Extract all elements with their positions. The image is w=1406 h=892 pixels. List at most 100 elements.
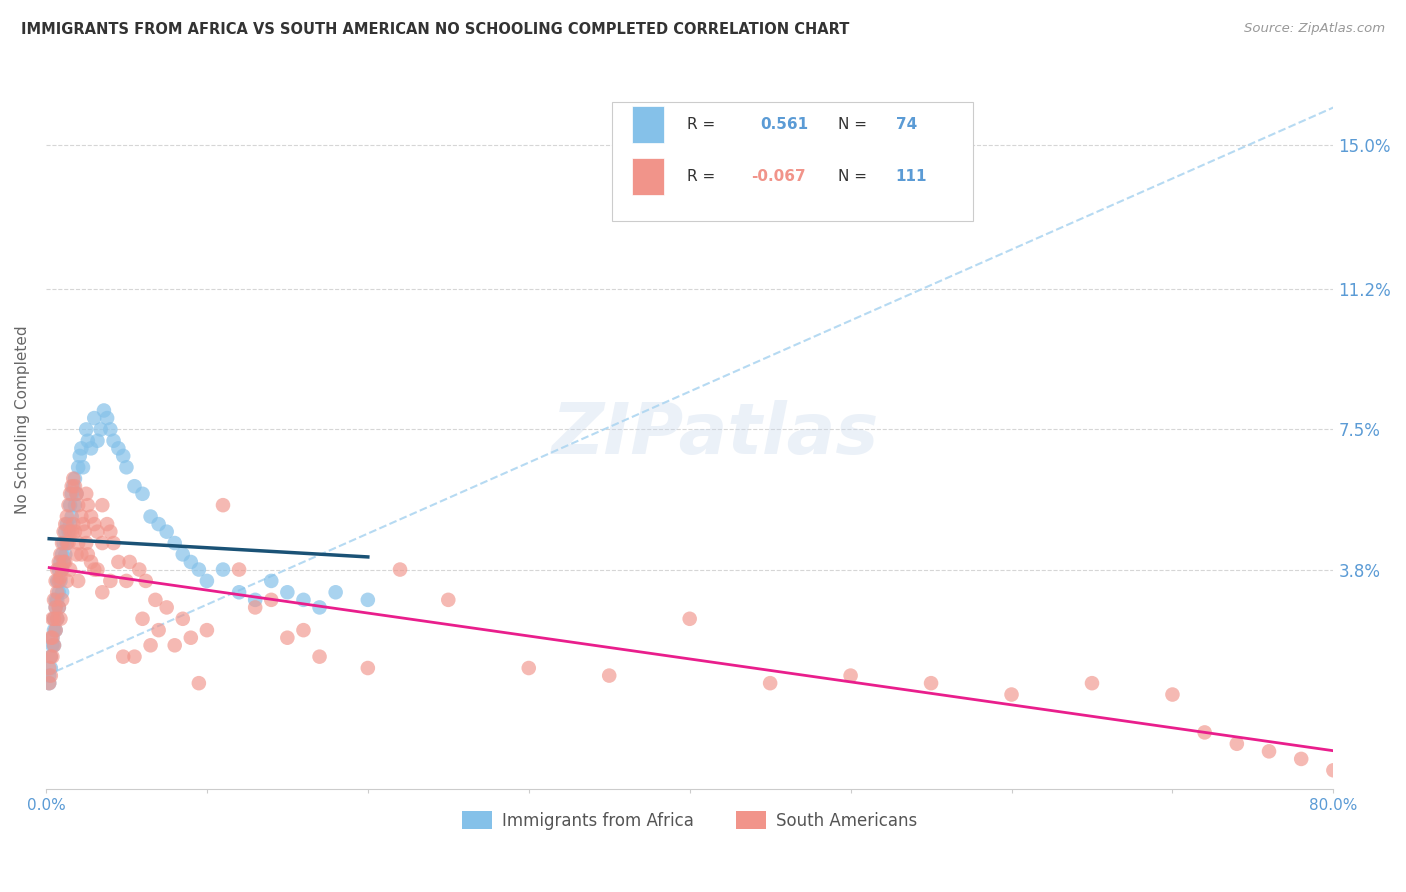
Point — [80, 555, 103, 569]
Point — [135, 574, 157, 588]
Point — [72, 517, 94, 532]
Point — [48, 600, 70, 615]
Point — [69, 449, 91, 463]
Point — [52, 524, 75, 539]
Point — [39, 661, 62, 675]
Point — [83, 411, 105, 425]
Point — [42, 612, 65, 626]
Point — [86, 524, 108, 539]
Point — [65, 548, 87, 562]
Point — [128, 563, 150, 577]
Point — [195, 623, 218, 637]
Point — [62, 472, 84, 486]
Point — [243, 600, 266, 615]
Point — [46, 563, 69, 577]
Point — [75, 487, 97, 501]
Point — [65, 487, 87, 501]
Point — [517, 661, 540, 675]
Point — [1258, 744, 1281, 758]
Point — [60, 479, 83, 493]
Point — [41, 631, 63, 645]
FancyBboxPatch shape — [613, 103, 973, 220]
Point — [156, 524, 179, 539]
Text: R =: R = — [688, 117, 716, 132]
Point — [357, 592, 380, 607]
Point — [80, 509, 103, 524]
Point — [42, 612, 65, 626]
Point — [115, 574, 138, 588]
Point — [49, 548, 72, 562]
Point — [598, 668, 620, 682]
Point — [187, 676, 209, 690]
Point — [1161, 688, 1184, 702]
Point — [51, 592, 73, 607]
Point — [62, 517, 84, 532]
Point — [325, 585, 347, 599]
Point — [60, 524, 83, 539]
Point — [63, 479, 86, 493]
Point — [49, 570, 72, 584]
Text: 111: 111 — [896, 169, 927, 184]
Point — [48, 574, 70, 588]
Point — [91, 585, 114, 599]
Text: IMMIGRANTS FROM AFRICA VS SOUTH AMERICAN NO SCHOOLING COMPLETED CORRELATION CHAR: IMMIGRANTS FROM AFRICA VS SOUTH AMERICAN… — [21, 22, 849, 37]
Point — [276, 631, 298, 645]
Text: ZIPatlas: ZIPatlas — [551, 401, 879, 469]
Point — [243, 592, 266, 607]
Point — [67, 536, 90, 550]
Point — [70, 442, 93, 456]
Point — [45, 600, 67, 615]
Point — [920, 676, 942, 690]
Point — [83, 517, 105, 532]
Point — [759, 676, 782, 690]
Point — [308, 649, 330, 664]
Point — [76, 434, 98, 448]
Point — [67, 460, 90, 475]
Point — [60, 509, 83, 524]
Point — [59, 498, 82, 512]
Point — [389, 563, 412, 577]
Point — [292, 623, 315, 637]
Point — [56, 509, 79, 524]
Point — [679, 612, 702, 626]
Point — [70, 548, 93, 562]
Point — [118, 555, 141, 569]
Point — [107, 442, 129, 456]
Point — [187, 563, 209, 577]
Point — [56, 536, 79, 550]
Point — [228, 585, 250, 599]
Point — [139, 638, 162, 652]
Point — [172, 612, 194, 626]
Text: N =: N = — [838, 169, 866, 184]
Text: Source: ZipAtlas.com: Source: ZipAtlas.com — [1244, 22, 1385, 36]
Point — [39, 631, 62, 645]
Point — [67, 498, 90, 512]
Point — [98, 422, 121, 436]
Point — [96, 517, 118, 532]
Point — [292, 592, 315, 607]
Point — [59, 487, 82, 501]
Point — [112, 449, 135, 463]
Point — [45, 623, 67, 637]
Point — [67, 574, 90, 588]
Point — [70, 509, 93, 524]
Point — [80, 442, 103, 456]
Point — [163, 536, 186, 550]
Point — [1194, 725, 1216, 739]
Point — [156, 600, 179, 615]
Point — [131, 487, 153, 501]
Point — [72, 460, 94, 475]
Point — [59, 517, 82, 532]
Point — [41, 631, 63, 645]
Point — [45, 600, 67, 615]
Point — [51, 548, 73, 562]
Point — [56, 574, 79, 588]
Point — [52, 555, 75, 569]
Point — [276, 585, 298, 599]
Point — [1322, 764, 1344, 778]
Point — [75, 536, 97, 550]
Point — [63, 498, 86, 512]
FancyBboxPatch shape — [631, 158, 664, 194]
Point — [59, 563, 82, 577]
Point — [63, 472, 86, 486]
